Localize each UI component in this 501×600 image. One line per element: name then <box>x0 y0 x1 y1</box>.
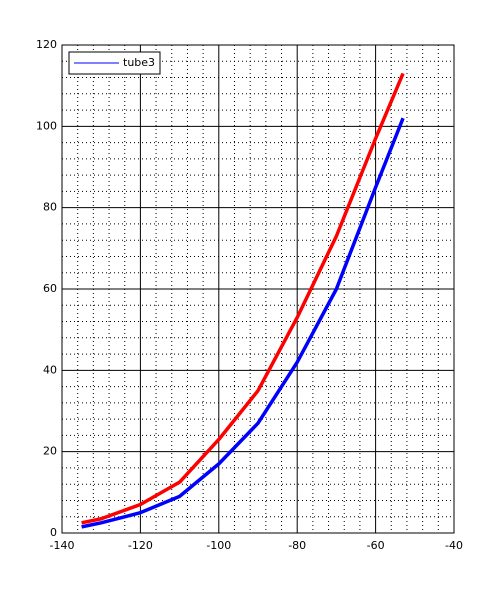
y-tick-label: 20 <box>43 445 57 458</box>
y-tick-label: 60 <box>43 282 57 295</box>
x-tick-label: -40 <box>445 539 463 552</box>
axes-box <box>61 44 455 534</box>
x-tick-label: -100 <box>206 539 231 552</box>
y-tick-label: 120 <box>36 38 57 51</box>
y-tick-label: 40 <box>43 363 57 376</box>
y-tick-label: 80 <box>43 201 57 214</box>
x-tick-label: -80 <box>288 539 306 552</box>
legend-label: tube3 <box>123 56 155 69</box>
x-tick-label: -60 <box>367 539 385 552</box>
y-tick-label: 0 <box>50 526 57 539</box>
data-line <box>81 72 405 525</box>
data-line <box>81 117 405 529</box>
x-tick-label: -120 <box>128 539 153 552</box>
x-tick-label: -140 <box>50 539 75 552</box>
y-tick-label: 100 <box>36 119 57 132</box>
